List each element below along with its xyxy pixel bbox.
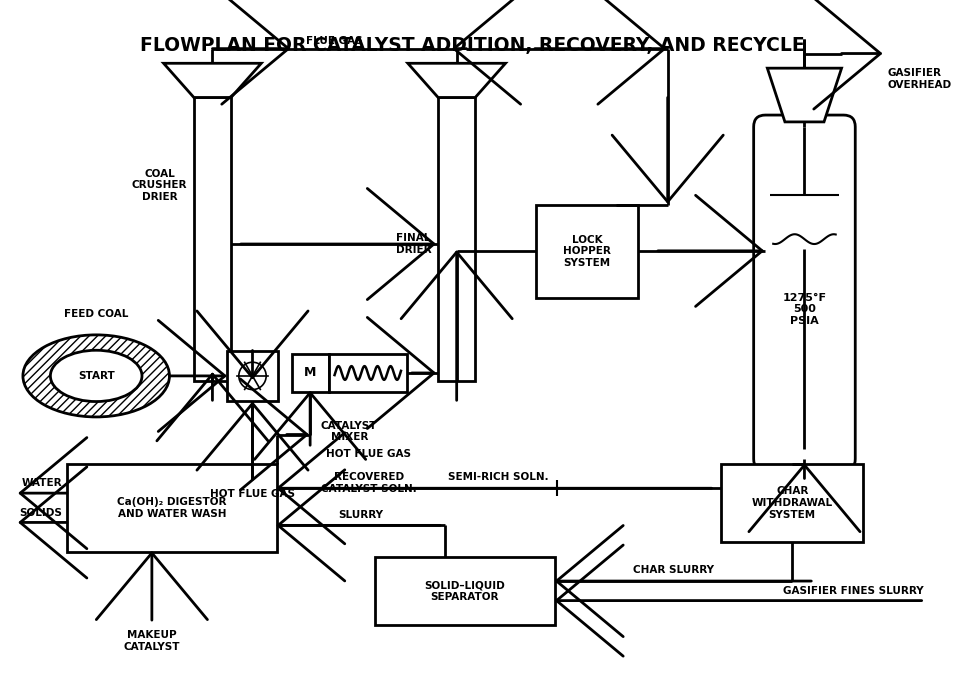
Text: CHAR
WITHDRAWAL
SYSTEM: CHAR WITHDRAWAL SYSTEM — [752, 486, 833, 519]
Text: FLOWPLAN FOR CATALYST ADDITION, RECOVERY, AND RECYCLE: FLOWPLAN FOR CATALYST ADDITION, RECOVERY… — [140, 36, 805, 55]
Text: SOLIDS: SOLIDS — [19, 508, 62, 517]
Text: START: START — [78, 371, 115, 381]
Text: HOT FLUE GAS: HOT FLUE GAS — [210, 489, 295, 499]
Text: HOT FLUE GAS

RECOVERED
CATALYST SOLN.: HOT FLUE GAS RECOVERED CATALYST SOLN. — [321, 449, 417, 494]
Bar — [722, 464, 863, 542]
Ellipse shape — [23, 335, 170, 417]
Text: GASIFIER FINES SLURRY: GASIFIER FINES SLURRY — [783, 586, 924, 595]
Text: SLURRY: SLURRY — [339, 510, 383, 519]
Text: FINAL
DRIER: FINAL DRIER — [396, 233, 431, 255]
Bar — [536, 205, 639, 298]
FancyBboxPatch shape — [754, 115, 855, 471]
Text: WATER: WATER — [21, 478, 62, 488]
Text: CATALYST
MIXER: CATALYST MIXER — [321, 421, 377, 442]
Text: SEMI-RICH SOLN.: SEMI-RICH SOLN. — [449, 473, 549, 482]
Text: 1275°F
500
PSIA: 1275°F 500 PSIA — [783, 293, 826, 326]
Polygon shape — [767, 68, 841, 122]
Text: SOLID–LIQUID
SEPARATOR: SOLID–LIQUID SEPARATOR — [425, 580, 506, 602]
Text: CHAR SLURRY: CHAR SLURRY — [633, 565, 714, 575]
Ellipse shape — [50, 351, 142, 401]
Text: FEED COAL: FEED COAL — [64, 309, 128, 319]
Bar — [329, 355, 407, 392]
Polygon shape — [164, 63, 262, 97]
Text: FLUE GAS: FLUE GAS — [306, 36, 363, 46]
Bar — [291, 355, 329, 392]
Text: Ca(OH)₂ DIGESTOR
AND WATER WASH: Ca(OH)₂ DIGESTOR AND WATER WASH — [117, 497, 227, 519]
Text: MAKEUP
CATALYST: MAKEUP CATALYST — [124, 630, 180, 652]
Bar — [67, 464, 277, 552]
Bar — [438, 97, 475, 381]
Text: GASIFIER
OVERHEAD: GASIFIER OVERHEAD — [888, 68, 951, 90]
Bar — [194, 97, 231, 381]
Text: COAL
CRUSHER
DRIER: COAL CRUSHER DRIER — [132, 169, 187, 202]
Bar — [227, 351, 278, 401]
Text: LOCK
HOPPER
SYSTEM: LOCK HOPPER SYSTEM — [564, 235, 611, 268]
Polygon shape — [408, 63, 506, 97]
Text: M: M — [304, 366, 317, 379]
Bar — [374, 556, 555, 625]
